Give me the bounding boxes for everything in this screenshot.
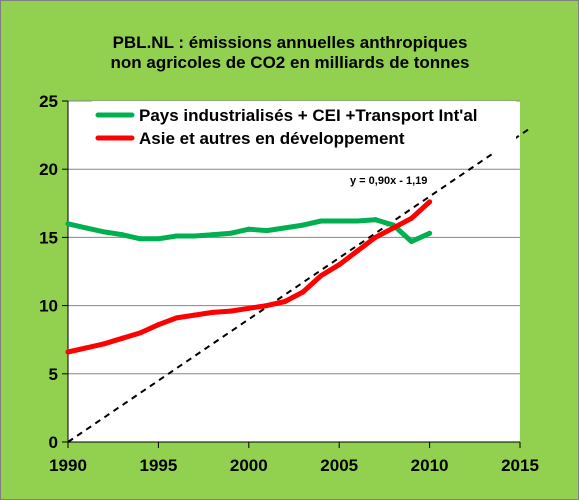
series-2-point-2004 — [318, 273, 324, 279]
y-tick-label-10: 10 — [39, 297, 58, 316]
series-1-point-2010 — [427, 230, 433, 236]
chart-title-line-2: non agricoles de CO2 en milliards de ton… — [111, 53, 470, 72]
legend-box — [92, 101, 516, 153]
series-1-point-1997 — [192, 233, 198, 239]
x-tick-label-2005: 2005 — [320, 456, 358, 475]
trendline-equation: y = 0,90x - 1,19 — [350, 175, 427, 187]
series-2-point-2002 — [282, 299, 288, 305]
series-1-point-1999 — [228, 230, 234, 236]
series-1-point-1991 — [83, 225, 89, 231]
series-1-point-1995 — [155, 236, 161, 242]
series-2-point-1994 — [137, 330, 143, 336]
y-tick-label-0: 0 — [49, 433, 58, 452]
series-1-point-1992 — [101, 229, 107, 235]
y-tick-label-20: 20 — [39, 160, 58, 179]
series-1-point-2009 — [409, 238, 415, 244]
series-1-point-1993 — [119, 232, 125, 238]
series-2-point-1996 — [173, 315, 179, 321]
series-1-point-2007 — [372, 217, 378, 223]
y-tick-label-15: 15 — [39, 228, 58, 247]
series-2-point-2000 — [246, 305, 252, 311]
x-tick-label-2000: 2000 — [230, 456, 268, 475]
series-1-point-2003 — [300, 222, 306, 228]
series-1-point-1990 — [65, 221, 71, 227]
legend-label-series-1: Pays industrialisés + CEI +Transport Int… — [139, 106, 478, 125]
x-tick-label-2015: 2015 — [501, 456, 539, 475]
legend-label-series-2: Asie et autres en développement — [139, 129, 405, 148]
series-2-point-1993 — [119, 335, 125, 341]
series-1-point-1998 — [210, 232, 216, 238]
series-1-point-2001 — [264, 228, 270, 234]
series-2-point-1992 — [101, 341, 107, 347]
x-tick-label-2010: 2010 — [411, 456, 449, 475]
series-2-point-2007 — [372, 234, 378, 240]
series-1-point-1994 — [137, 236, 143, 242]
series-1-point-2002 — [282, 225, 288, 231]
series-2-point-2003 — [300, 289, 306, 295]
series-2-point-2008 — [390, 225, 396, 231]
trendline — [67, 128, 530, 443]
series-2-point-2005 — [336, 262, 342, 268]
series-1-point-2005 — [336, 218, 342, 224]
series-2-point-1995 — [155, 322, 161, 328]
plot-area — [68, 101, 520, 442]
series-1-point-1996 — [173, 233, 179, 239]
series-2-point-1998 — [210, 309, 216, 315]
x-tick-label-1995: 1995 — [139, 456, 177, 475]
series-2-point-1997 — [192, 312, 198, 318]
series-2-point-2006 — [354, 248, 360, 254]
series-2-point-1990 — [65, 349, 71, 355]
series-2-point-2010 — [427, 199, 433, 205]
series-2-point-1999 — [228, 308, 234, 314]
series-1-point-2006 — [354, 218, 360, 224]
y-tick-label-5: 5 — [49, 365, 58, 384]
series-2-point-1991 — [83, 345, 89, 351]
series-2-point-2001 — [264, 303, 270, 309]
series-2-point-2009 — [409, 215, 415, 221]
series-1-point-2000 — [246, 226, 252, 232]
chart-title-line-1: PBL.NL : émissions annuelles anthropique… — [113, 33, 468, 52]
series-1-point-2004 — [318, 218, 324, 224]
y-tick-label-25: 25 — [39, 92, 58, 111]
x-tick-label-1990: 1990 — [49, 456, 87, 475]
